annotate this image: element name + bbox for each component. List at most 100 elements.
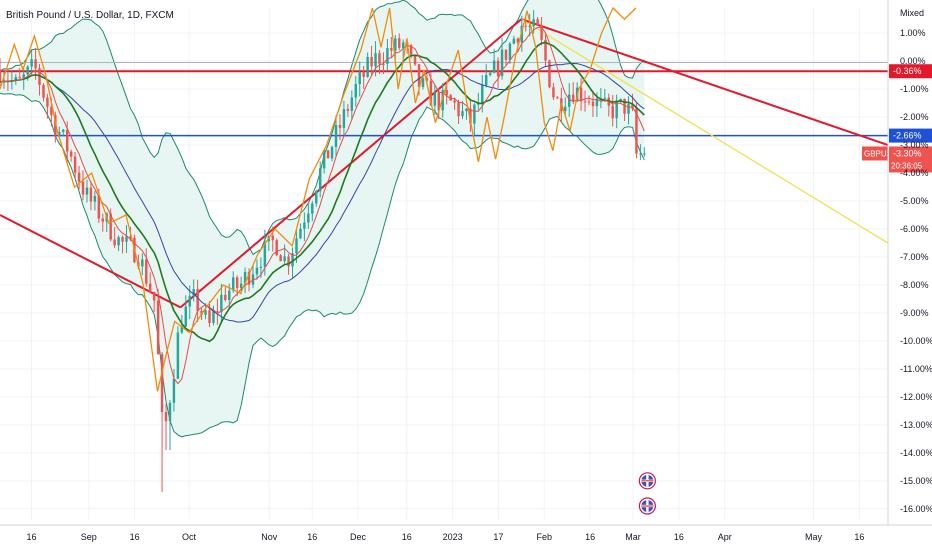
candle-body <box>228 290 231 301</box>
candle-body <box>239 283 243 289</box>
x-tick-label: 16 <box>585 532 595 542</box>
level-price-label: -2.66% <box>893 131 922 141</box>
candle-body <box>232 277 235 291</box>
candle-body <box>520 25 524 43</box>
candle-body <box>390 47 393 51</box>
y-tick-label: -11.00% <box>900 364 932 374</box>
candle-body <box>362 72 365 77</box>
candle-body <box>73 156 77 173</box>
candle-body <box>212 311 215 323</box>
x-tick-label: Oct <box>182 532 197 542</box>
candle-body <box>62 129 65 133</box>
candle-body <box>85 187 89 195</box>
x-tick-label: Sep <box>81 532 97 542</box>
candle-body <box>635 108 638 154</box>
x-tick-label: 16 <box>130 532 140 542</box>
candle-body <box>358 72 361 85</box>
bollinger-band-fill <box>0 0 645 437</box>
x-tick-label: May <box>805 532 823 542</box>
candle-body <box>192 289 195 297</box>
y-tick-label: -7.00% <box>900 252 929 262</box>
candle-body <box>34 59 37 69</box>
candle-body <box>148 283 152 292</box>
candle-body <box>409 45 413 55</box>
chart-title: British Pound / U.S. Dollar, 1D, FXCM <box>6 10 174 21</box>
x-tick-label: Feb <box>537 532 553 542</box>
candle-body <box>484 74 488 86</box>
candle-body <box>46 97 49 107</box>
candle-body <box>180 326 184 333</box>
y-tick-label: -14.00% <box>900 448 932 458</box>
candle-body <box>26 66 29 75</box>
candle-body <box>556 97 559 99</box>
scale-mode-label[interactable]: Mixed <box>900 8 924 18</box>
symbol-tag <box>862 146 888 161</box>
candle-body <box>571 94 575 102</box>
candle-body <box>125 236 128 242</box>
candle-body <box>417 64 421 87</box>
candle-body <box>287 256 290 267</box>
candle-body <box>437 91 441 111</box>
x-tick-label: Nov <box>261 532 278 542</box>
candle-body <box>200 310 203 315</box>
x-tick-label: 16 <box>854 532 864 542</box>
candle-body <box>583 101 587 103</box>
candle-body <box>481 85 484 104</box>
candle-body <box>89 187 93 202</box>
candle-body <box>382 63 385 65</box>
flag-stripe <box>641 505 654 507</box>
candle-body <box>0 69 2 83</box>
candle-body <box>184 306 188 327</box>
candle-body <box>263 241 267 267</box>
candle-body <box>603 97 607 99</box>
candle-body <box>421 78 425 87</box>
candle-body <box>528 26 531 28</box>
candle-body <box>322 150 326 169</box>
candle-body <box>307 213 310 223</box>
symbol-label: GBPUSD <box>864 149 898 158</box>
candle-body <box>77 172 81 182</box>
candle-body <box>283 256 286 262</box>
candle-body <box>496 60 500 77</box>
candle-body <box>579 87 583 102</box>
candle-body <box>50 106 53 116</box>
x-tick-label: Apr <box>718 532 732 542</box>
candle-body <box>552 87 555 98</box>
candle-body <box>97 196 101 219</box>
candle-body <box>113 239 116 246</box>
candle-body <box>500 49 504 77</box>
y-tick-label: -9.00% <box>900 308 929 318</box>
candle-body <box>330 146 334 159</box>
trend-line <box>521 18 889 244</box>
candle-body <box>188 296 191 307</box>
candle-body <box>627 104 630 114</box>
candle-body <box>243 271 247 284</box>
flag-uk-icon <box>638 472 656 490</box>
candle-body <box>152 291 156 301</box>
x-tick-label: Mar <box>625 532 641 542</box>
candle-body <box>465 108 468 112</box>
candle-body <box>22 74 25 79</box>
candle-body <box>536 19 539 26</box>
candle-body <box>216 311 219 313</box>
candle-body <box>247 271 251 285</box>
y-tick-label: -6.00% <box>900 224 929 234</box>
candle-body <box>291 253 294 267</box>
x-tick-label: 16 <box>307 532 317 542</box>
candle-body <box>516 38 520 43</box>
candle-body <box>401 42 405 48</box>
candle-body <box>544 39 547 61</box>
candle-body <box>425 78 429 81</box>
candle-body <box>101 218 105 222</box>
candle-body <box>512 38 516 44</box>
candle-body <box>14 77 18 81</box>
candle-body <box>524 25 527 27</box>
oscillator-layer <box>0 6 637 392</box>
trend-line <box>521 18 889 147</box>
candle-body <box>504 49 508 60</box>
y-tick-label: -15.00% <box>900 476 932 486</box>
candle-body <box>386 47 389 64</box>
bollinger-band-layer <box>0 0 645 438</box>
